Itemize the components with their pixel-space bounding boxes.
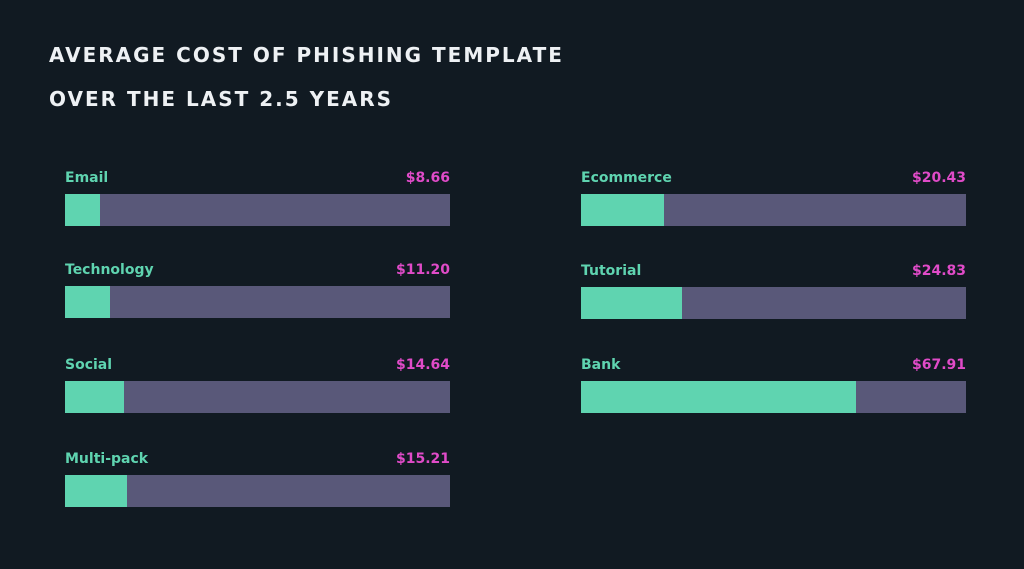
bar-label: Technology — [65, 262, 154, 278]
bar-value-label: $11.20 — [395, 262, 450, 278]
bar-fill-ecommerce — [581, 194, 664, 226]
bar-value-label: $20.43 — [911, 170, 966, 186]
bar-track — [65, 286, 450, 318]
bar-label: Multi-pack — [65, 451, 149, 467]
bar-item-tutorial: Tutorial $24.83 — [581, 263, 966, 323]
bar-fill-technology — [65, 286, 111, 318]
bar-fill-multi-pack — [65, 475, 127, 507]
bar-value-label: $8.66 — [405, 170, 450, 186]
bar-label: Ecommerce — [581, 170, 672, 186]
bar-value-label: $14.64 — [395, 357, 450, 373]
chart-title-line-1: AVERAGE COST OF PHISHING TEMPLATE — [49, 43, 564, 67]
bar-value-label: $67.91 — [911, 357, 966, 373]
bar-fill-social — [65, 381, 125, 413]
bar-track — [65, 381, 450, 413]
bar-item-ecommerce: Ecommerce $20.43 — [581, 170, 966, 230]
bar-value-label: $24.83 — [911, 263, 966, 279]
bar-fill-tutorial — [581, 287, 682, 319]
chart-title-line-2: OVER THE LAST 2.5 YEARS — [49, 87, 394, 111]
bar-item-multi-pack: Multi-pack $15.21 — [65, 451, 450, 511]
bar-track — [581, 287, 966, 319]
bar-track — [65, 475, 450, 507]
bar-fill-email — [65, 194, 101, 226]
bar-item-email: Email $8.66 — [65, 170, 450, 230]
bar-track — [581, 381, 966, 413]
bar-label: Tutorial — [581, 263, 642, 279]
bar-label: Social — [65, 357, 113, 373]
bar-label: Email — [65, 170, 109, 186]
bar-value-label: $15.21 — [395, 451, 450, 467]
bar-track — [581, 194, 966, 226]
bar-label: Bank — [581, 357, 621, 373]
bar-fill-bank — [581, 381, 857, 413]
bar-item-technology: Technology $11.20 — [65, 262, 450, 322]
bar-item-social: Social $14.64 — [65, 357, 450, 417]
bar-item-bank: Bank $67.91 — [581, 357, 966, 417]
bar-track — [65, 194, 450, 226]
